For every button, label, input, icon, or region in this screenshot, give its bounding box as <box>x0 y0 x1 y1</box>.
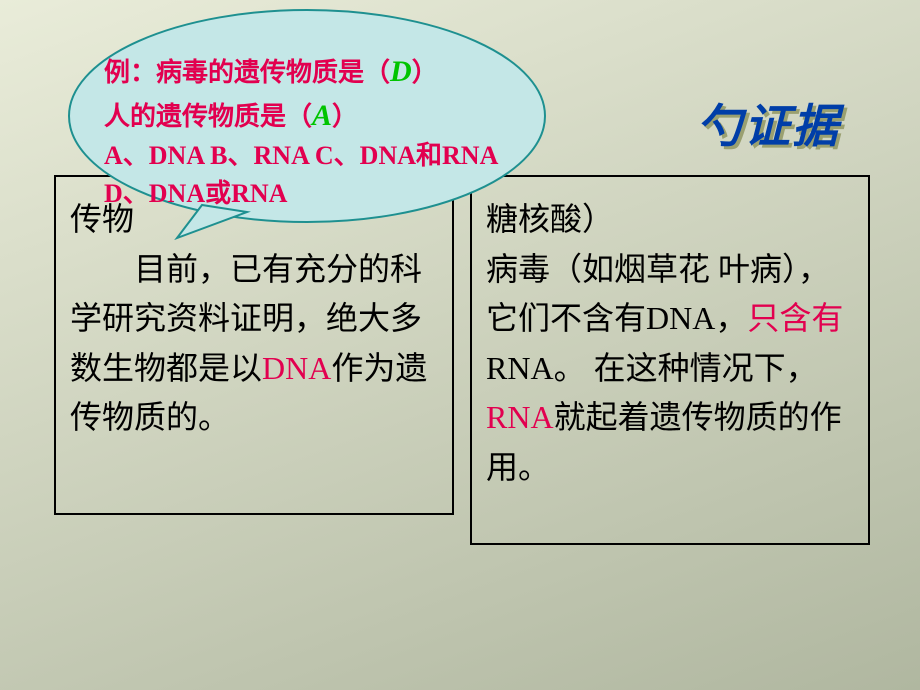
q2-text-b: ） <box>332 102 358 131</box>
q1-text-b: ） <box>412 58 438 87</box>
right-frag4: RNA。 在这种情况下， <box>486 350 818 386</box>
q2-text-a: 人的遗传物质是（ <box>104 102 312 131</box>
slide-title: 勺证据 <box>696 90 840 156</box>
slide: 勺证据 传物 目前，已有充分的科学研究资料证明，绝大多数生物都是以DNA作为遗传… <box>0 0 920 690</box>
q1-text-a: 例：病毒的遗传物质是（ <box>104 58 390 87</box>
title-text: 勺证据 <box>696 101 840 152</box>
speech-bubble: 例：病毒的遗传物质是（D） 人的遗传物质是（A） A、DNA B、RNA C、D… <box>62 0 552 240</box>
right-onlyhave-highlight: 只含有 <box>747 300 843 336</box>
bubble-text: 例：病毒的遗传物质是（D） 人的遗传物质是（A） A、DNA B、RNA C、D… <box>104 50 514 212</box>
right-rna-highlight: RNA <box>486 399 554 435</box>
left-dna-highlight: DNA <box>262 350 331 386</box>
q2-answer: A <box>312 99 332 132</box>
right-frag2: 病毒（如烟草花 叶病 <box>486 251 782 287</box>
options-text: A、DNA B、RNA C、DNA和RNA D、DNA或RNA <box>104 141 497 208</box>
q1-answer: D <box>390 55 412 88</box>
